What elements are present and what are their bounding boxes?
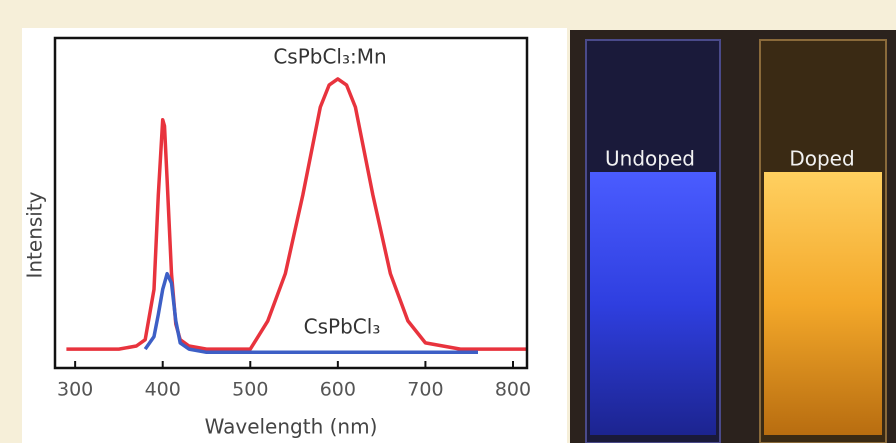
x-tick-label: 600 [320,379,356,401]
y-axis-label: Intensity [23,191,47,278]
annotation: CsPbCl₃:Mn [273,45,386,69]
x-tick-label: 800 [495,379,531,401]
series-line [143,271,478,355]
plot-frame [53,36,529,370]
x-tick-label: 300 [57,379,93,401]
x-tick-label: 400 [145,379,181,401]
photo-label: Doped [789,147,854,171]
series-line [66,77,527,351]
x-axis-label: Wavelength (nm) [205,415,378,439]
x-tick-label: 500 [232,379,268,401]
photo-label: Undoped [605,147,695,171]
annotation: CsPbCl₃ [304,315,381,339]
x-tick-label: 700 [407,379,443,401]
photo: Undoped Doped [570,30,896,443]
